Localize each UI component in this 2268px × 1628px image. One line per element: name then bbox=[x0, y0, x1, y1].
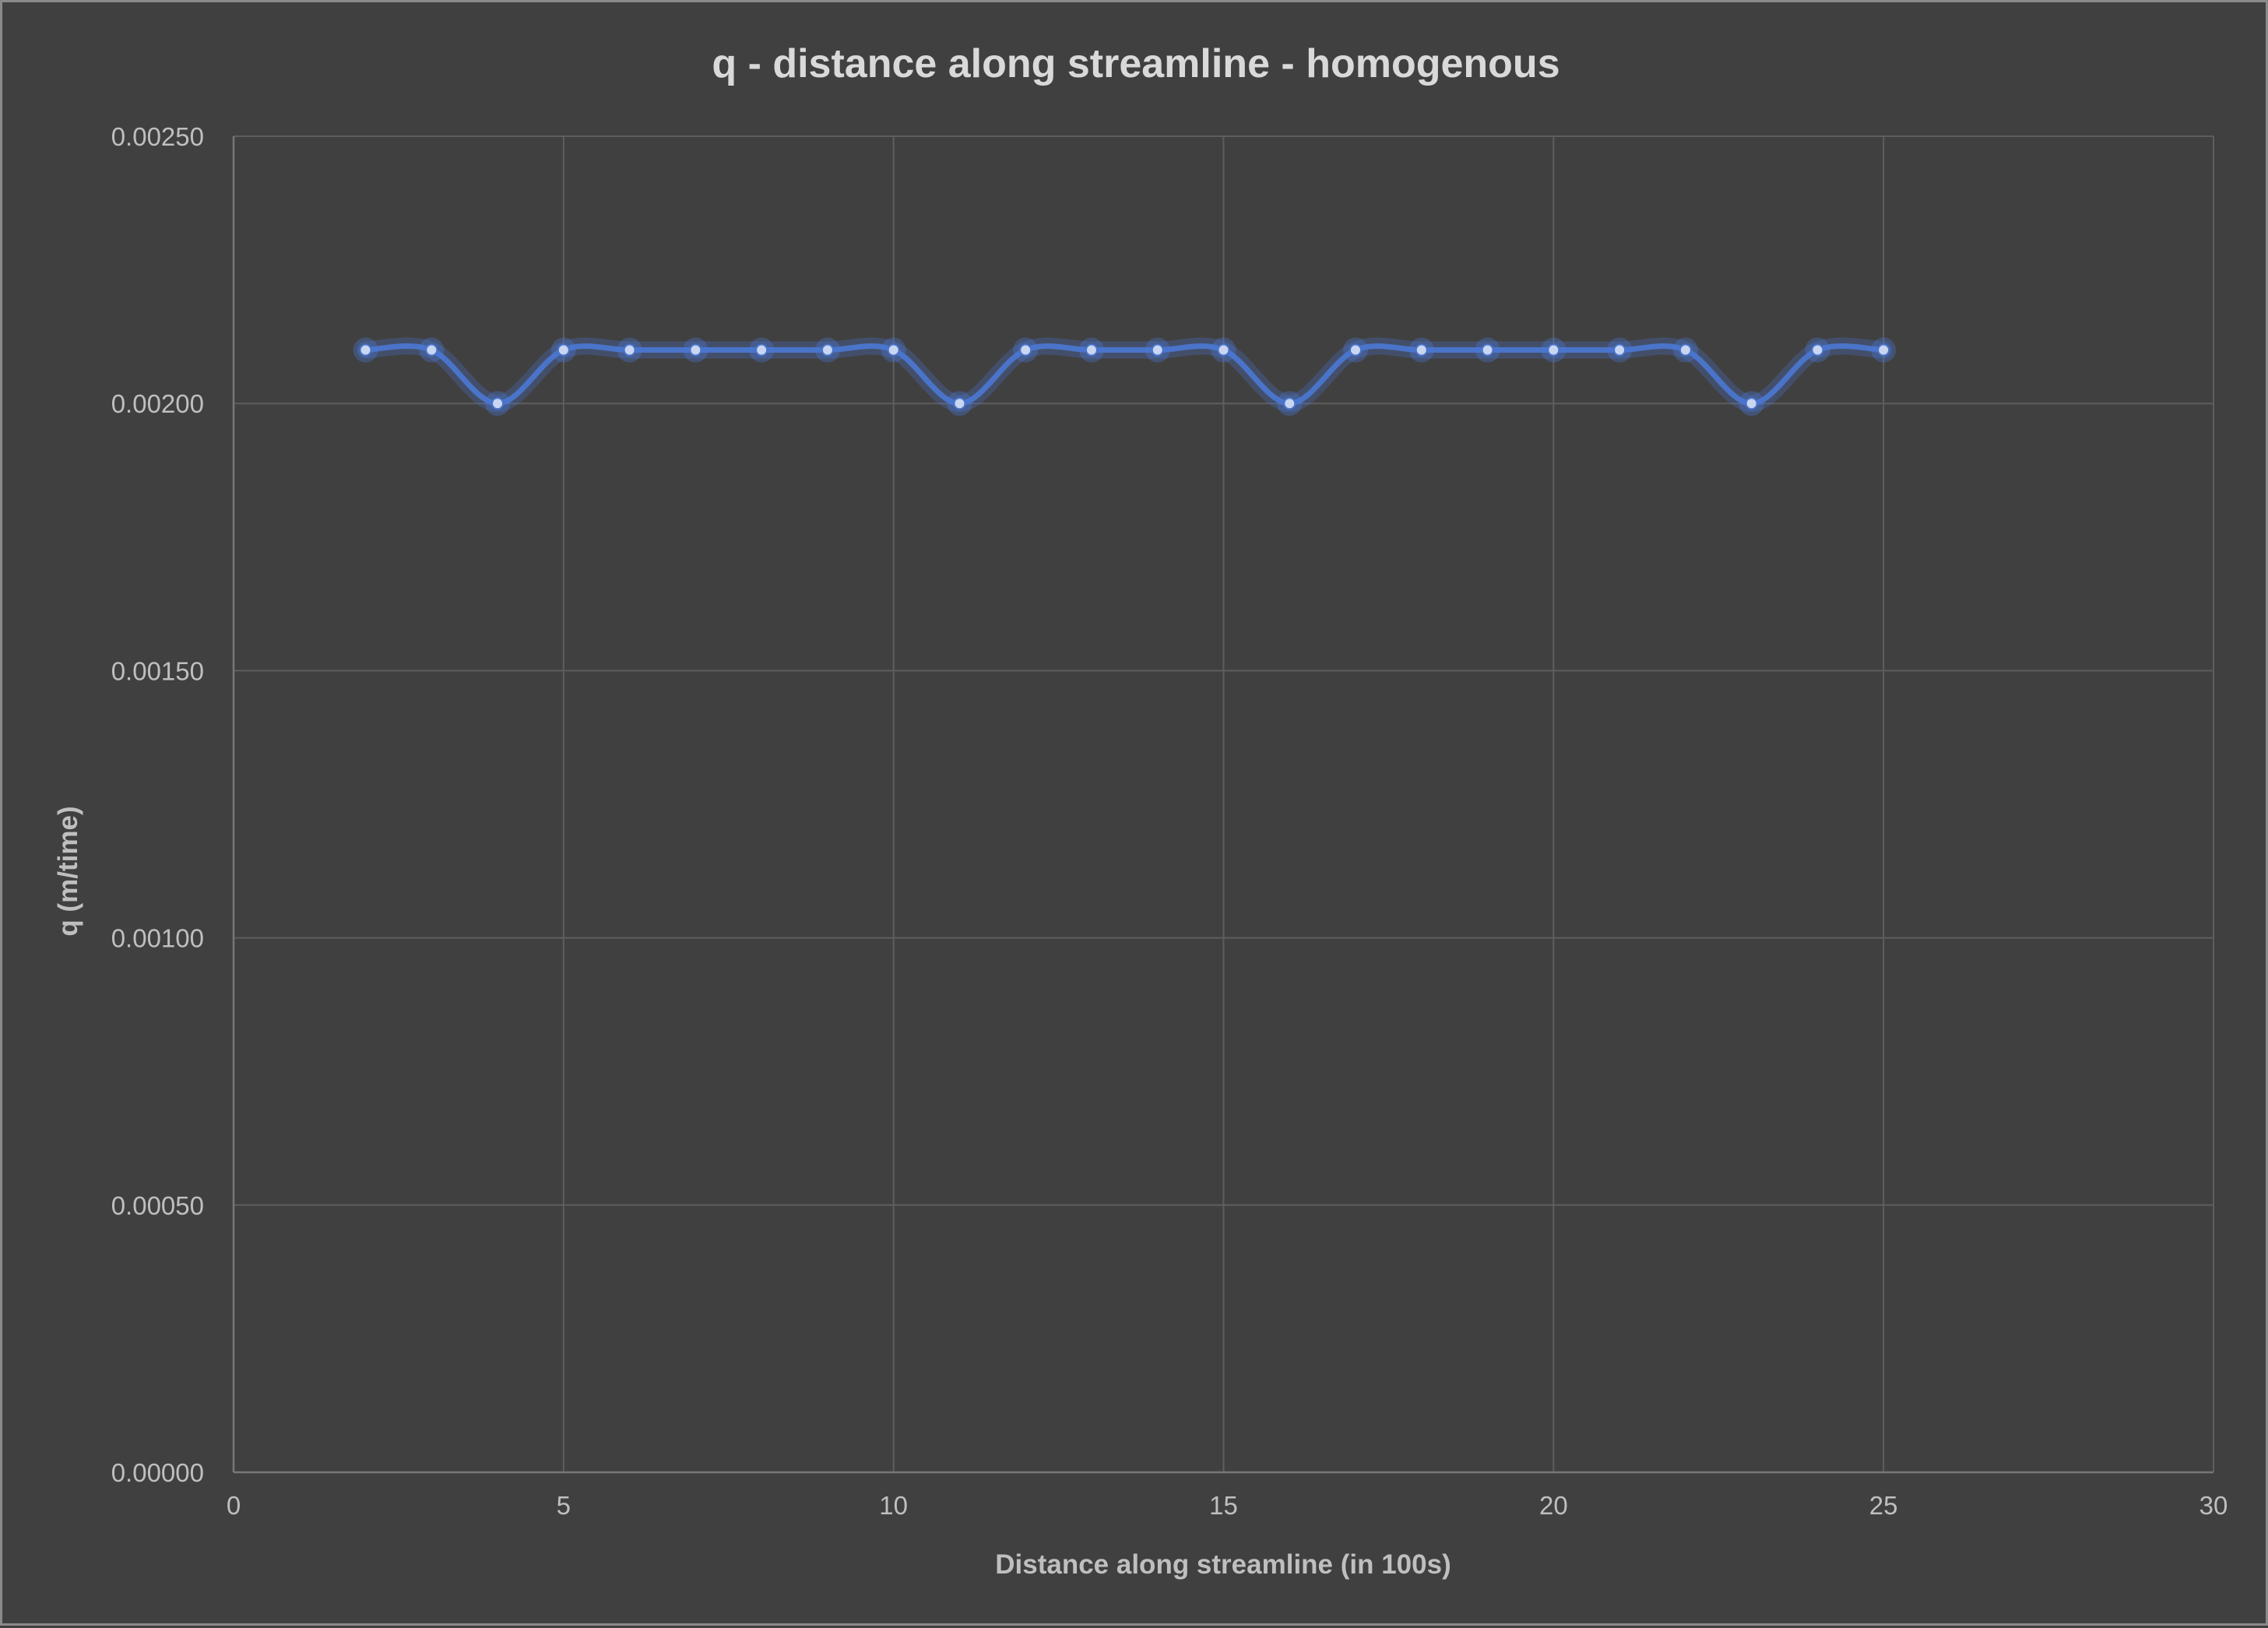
data-point bbox=[623, 343, 636, 357]
y-tick-label: 0.00200 bbox=[111, 389, 204, 418]
data-point bbox=[1283, 397, 1296, 410]
data-point bbox=[557, 343, 570, 357]
y-axis-title: q (m/time) bbox=[53, 806, 83, 936]
data-point bbox=[755, 343, 768, 357]
data-point bbox=[1415, 343, 1428, 357]
data-point bbox=[887, 343, 900, 357]
data-point bbox=[689, 343, 702, 357]
y-tick-label: 0.00000 bbox=[111, 1458, 204, 1487]
data-point bbox=[1679, 343, 1692, 357]
data-point bbox=[1217, 343, 1230, 357]
data-point bbox=[1151, 343, 1164, 357]
y-tick-label: 0.00150 bbox=[111, 656, 204, 685]
data-point bbox=[491, 397, 505, 410]
data-point bbox=[1481, 343, 1494, 357]
series-line-glow bbox=[357, 337, 1893, 413]
gridlines bbox=[234, 135, 2214, 1472]
x-tick-label: 0 bbox=[227, 1491, 241, 1520]
data-point bbox=[1745, 397, 1758, 410]
x-tick-label: 10 bbox=[879, 1491, 908, 1520]
x-tick-label: 25 bbox=[1869, 1491, 1898, 1520]
x-tick-label: 20 bbox=[1539, 1491, 1568, 1520]
tick-labels: 0.00000 0.00050 0.00100 0.00150 0.00200 0.002… bbox=[111, 122, 2228, 1520]
data-point bbox=[821, 343, 834, 357]
x-tick-label: 15 bbox=[1209, 1491, 1238, 1520]
data-point bbox=[953, 397, 966, 410]
data-point bbox=[1547, 343, 1560, 357]
data-point bbox=[359, 343, 372, 357]
data-point bbox=[1085, 343, 1098, 357]
data-point bbox=[1019, 343, 1032, 357]
y-tick-label: 0.00050 bbox=[111, 1191, 204, 1220]
x-axis-title: Distance along streamline (in 100s) bbox=[995, 1549, 1450, 1580]
data-point bbox=[1877, 343, 1890, 357]
y-tick-label: 0.00250 bbox=[111, 122, 204, 151]
x-tick-label: 30 bbox=[2199, 1491, 2228, 1520]
axes bbox=[232, 136, 2213, 1474]
data-point bbox=[425, 343, 438, 357]
data-point bbox=[1811, 343, 1824, 357]
chart-title: q - distance along streamline - homogeno… bbox=[712, 41, 1559, 86]
data-point bbox=[1613, 343, 1626, 357]
x-tick-label: 5 bbox=[557, 1491, 571, 1520]
series-line bbox=[363, 343, 1886, 406]
y-tick-label: 0.00100 bbox=[111, 924, 204, 953]
series-layer bbox=[353, 337, 1897, 417]
data-point bbox=[1349, 343, 1363, 357]
